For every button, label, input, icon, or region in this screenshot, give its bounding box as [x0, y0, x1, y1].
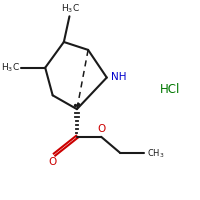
Text: HCl: HCl: [160, 83, 180, 96]
Text: O: O: [49, 157, 57, 167]
Text: NH: NH: [111, 72, 126, 82]
Text: H$_3$C: H$_3$C: [1, 61, 20, 74]
Text: O: O: [98, 124, 106, 134]
Text: CH$_3$: CH$_3$: [147, 147, 164, 160]
Text: H$_3$C: H$_3$C: [61, 3, 80, 15]
